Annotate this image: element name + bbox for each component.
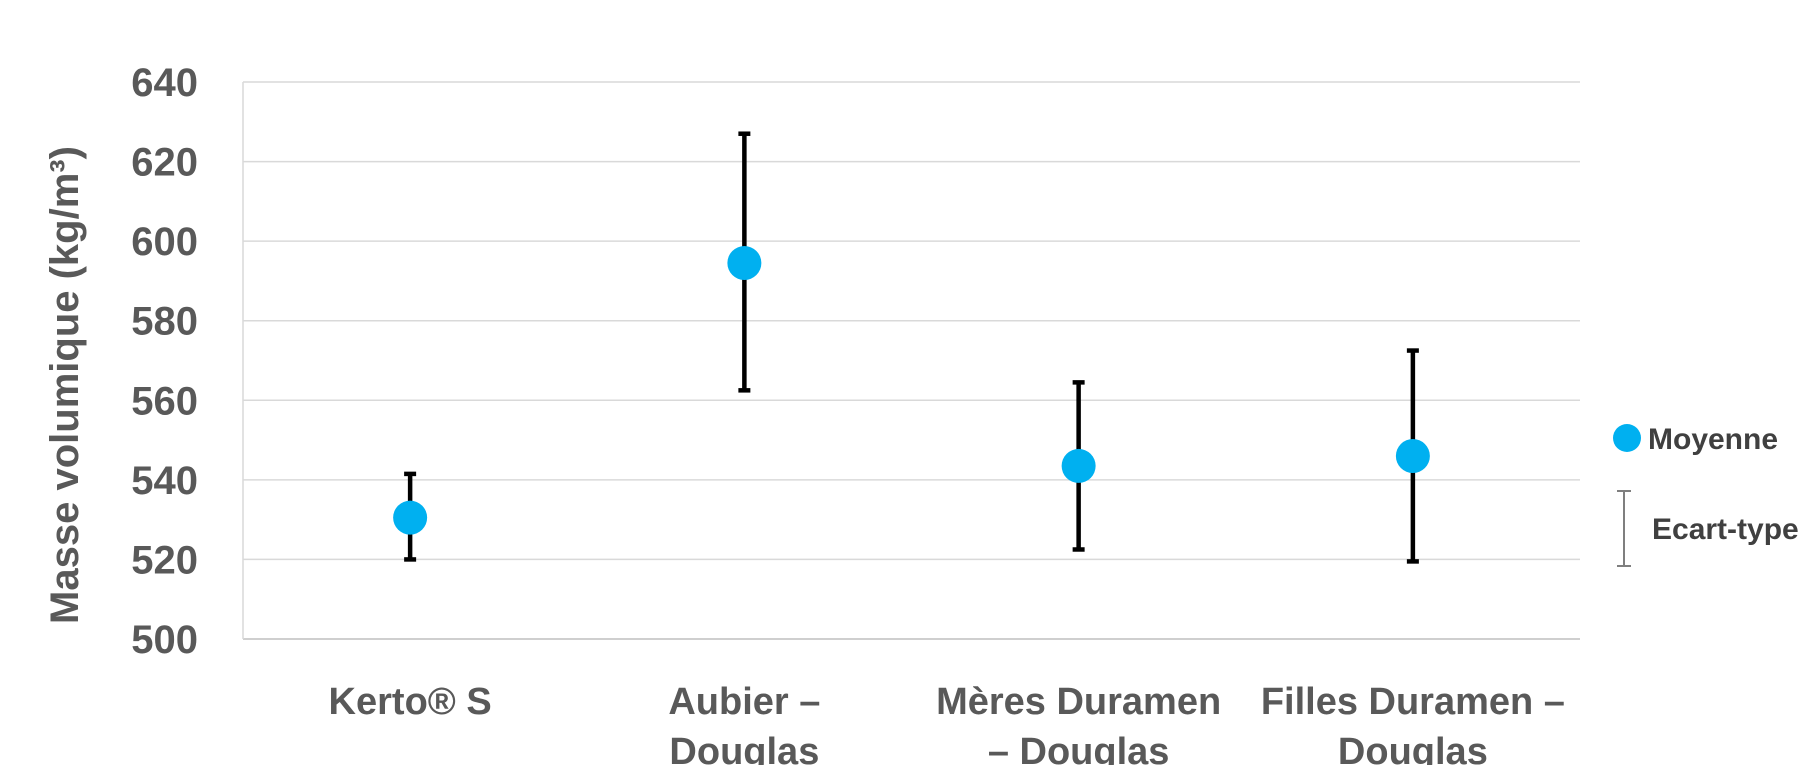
legend-marker-moyenne <box>1613 424 1641 452</box>
y-axis-label: Masse volumique (kg/m³) <box>43 146 87 624</box>
x-category-label-2-1: – Douglas <box>988 731 1170 765</box>
legend-errorbar-icon <box>1617 490 1631 567</box>
x-category-label-3-1: Douglas <box>1338 731 1488 765</box>
y-tick-label-540: 540 <box>131 459 198 503</box>
x-category-label-0-0: Kerto® S <box>329 681 492 723</box>
y-tick-label-580: 580 <box>131 300 198 344</box>
y-tick-label-520: 520 <box>131 538 198 582</box>
legend-label-moyenne: Moyenne <box>1648 423 1778 456</box>
gridlines <box>242 81 1580 640</box>
y-tick-label-640: 640 <box>131 61 198 105</box>
data-points <box>393 246 1430 535</box>
legend-label-ecart-type: Ecart-type <box>1652 513 1799 546</box>
data-point-1 <box>727 246 762 281</box>
error-bars <box>404 131 1419 564</box>
data-point-2 <box>1061 448 1096 483</box>
x-category-label-1-0: Aubier – <box>668 681 820 723</box>
y-tick-label-560: 560 <box>131 379 198 423</box>
x-category-label-1-1: Douglas <box>669 731 819 765</box>
y-axis-ticks: 500 520 540 560 580 600 620 640 <box>131 61 198 662</box>
x-category-label-3-0: Filles Duramen – <box>1261 681 1565 723</box>
y-tick-label-600: 600 <box>131 220 198 264</box>
data-point-0 <box>393 500 428 535</box>
legend: Moyenne Ecart-type <box>1613 423 1799 567</box>
x-category-label-2-0: Mères Duramen <box>936 681 1221 723</box>
x-axis-categories: Kerto® S Aubier – Douglas Mères Duramen – Do… <box>329 681 1565 765</box>
y-tick-label-620: 620 <box>131 141 198 185</box>
y-tick-label-500: 500 <box>131 618 198 662</box>
data-point-3 <box>1395 438 1430 473</box>
